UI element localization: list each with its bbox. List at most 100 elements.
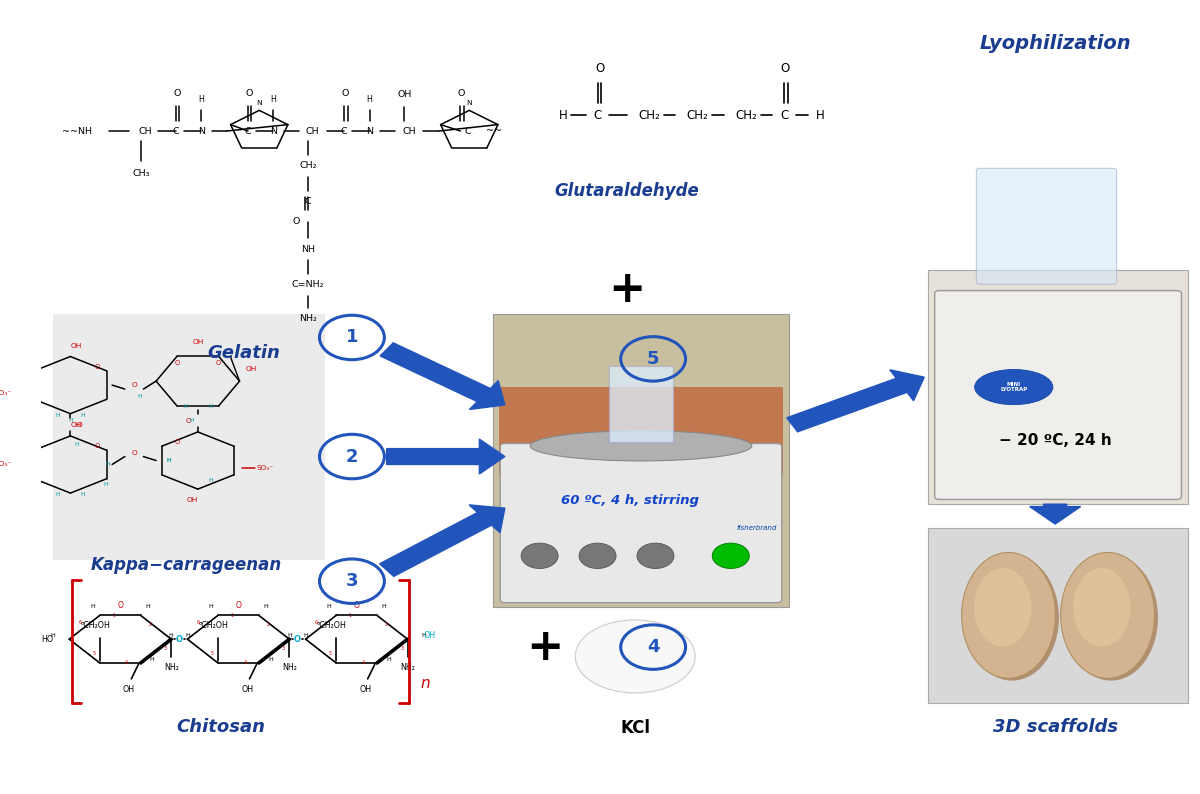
Text: H: H (386, 657, 391, 661)
Text: O: O (294, 634, 301, 644)
Text: OH: OH (71, 342, 82, 349)
Text: O: O (781, 63, 790, 75)
Text: H: H (816, 109, 824, 121)
Text: OH: OH (192, 338, 204, 345)
Text: O: O (131, 449, 137, 456)
Text: H: H (80, 492, 85, 497)
Text: H: H (68, 418, 73, 423)
Text: HO: HO (41, 634, 53, 644)
Text: O: O (457, 89, 466, 98)
Text: Glutaraldehyde: Glutaraldehyde (554, 182, 698, 199)
Text: fisherbrand: fisherbrand (737, 525, 778, 531)
Text: OH: OH (397, 91, 412, 99)
Text: H: H (167, 458, 170, 463)
Text: CH₂: CH₂ (686, 109, 708, 121)
Text: H: H (326, 604, 331, 609)
Text: O: O (95, 364, 100, 370)
Text: KCl: KCl (620, 719, 650, 737)
FancyBboxPatch shape (977, 168, 1116, 284)
Circle shape (713, 543, 749, 569)
Text: O: O (174, 360, 180, 366)
FancyBboxPatch shape (935, 291, 1182, 499)
Ellipse shape (974, 569, 1032, 646)
Text: 5: 5 (92, 651, 96, 656)
Text: O: O (118, 601, 124, 610)
Text: +: + (608, 268, 646, 311)
Text: CH₂: CH₂ (638, 109, 660, 121)
Text: ⁶CH₂OH: ⁶CH₂OH (80, 621, 110, 630)
Text: +: + (527, 626, 564, 669)
Text: H: H (270, 95, 276, 104)
Text: O: O (174, 439, 180, 445)
FancyBboxPatch shape (610, 367, 673, 441)
Text: C: C (780, 109, 788, 121)
Text: C: C (594, 109, 601, 121)
Text: CH₂: CH₂ (736, 109, 757, 121)
Text: Kappa−carrageenan: Kappa−carrageenan (91, 557, 282, 574)
Text: OH: OH (186, 497, 198, 503)
Ellipse shape (575, 620, 695, 693)
Text: 4: 4 (244, 661, 246, 665)
Text: CH: CH (306, 126, 319, 136)
Text: 1: 1 (346, 329, 358, 346)
Text: O: O (216, 360, 221, 366)
Text: O: O (293, 217, 300, 225)
Ellipse shape (578, 641, 692, 691)
Text: 3: 3 (164, 646, 167, 651)
Text: H: H (421, 634, 426, 638)
Ellipse shape (974, 369, 1052, 405)
Text: SO₃⁻: SO₃⁻ (0, 390, 11, 396)
Text: H: H (558, 109, 568, 121)
Text: N: N (366, 126, 373, 136)
Text: H: H (50, 634, 55, 638)
Text: H: H (184, 404, 187, 409)
Text: Gelatin: Gelatin (208, 345, 281, 362)
FancyArrow shape (1030, 504, 1081, 524)
Text: H: H (198, 95, 204, 104)
FancyBboxPatch shape (928, 270, 1188, 504)
Text: ⁶CH₂OH: ⁶CH₂OH (198, 621, 228, 630)
Text: 2: 2 (149, 622, 151, 627)
Circle shape (580, 543, 616, 569)
Text: N: N (270, 126, 277, 136)
Text: 6: 6 (314, 620, 318, 625)
FancyBboxPatch shape (493, 314, 788, 607)
Text: H: H (55, 413, 60, 418)
FancyBboxPatch shape (928, 528, 1188, 703)
Text: O: O (342, 89, 349, 98)
Text: 2: 2 (346, 448, 358, 465)
Text: O: O (246, 89, 253, 98)
Text: 1: 1 (348, 613, 352, 618)
Text: O: O (175, 634, 182, 644)
Text: H: H (106, 462, 110, 467)
FancyArrow shape (787, 370, 924, 432)
Text: CH: CH (402, 126, 415, 136)
Text: 5: 5 (329, 651, 332, 656)
Ellipse shape (1061, 553, 1154, 678)
Text: 1: 1 (230, 613, 234, 618)
Text: CH₃: CH₃ (132, 169, 150, 178)
Text: 3: 3 (346, 572, 358, 590)
Text: CH: CH (139, 126, 152, 136)
Text: OH: OH (245, 366, 257, 372)
Text: H: H (138, 395, 142, 399)
Text: H: H (367, 95, 372, 104)
Text: Lyophilization: Lyophilization (979, 34, 1130, 53)
Text: H: H (382, 604, 386, 609)
Text: H: H (150, 657, 155, 661)
Text: H: H (80, 413, 85, 418)
Text: O: O (173, 89, 181, 98)
Text: N: N (257, 99, 262, 106)
Text: C: C (341, 126, 348, 136)
Text: OH: OH (359, 685, 372, 694)
Text: ⁶CH₂OH: ⁶CH₂OH (317, 621, 347, 630)
FancyBboxPatch shape (53, 314, 325, 560)
Circle shape (521, 543, 558, 569)
Text: 4: 4 (361, 661, 365, 665)
Text: H: H (167, 458, 172, 463)
Text: OH: OH (424, 631, 436, 641)
Text: 60 ºC, 4 h, stirring: 60 ºC, 4 h, stirring (560, 494, 698, 507)
Text: C: C (464, 126, 472, 136)
Text: 4: 4 (647, 638, 660, 656)
Text: NH₂: NH₂ (400, 663, 415, 672)
